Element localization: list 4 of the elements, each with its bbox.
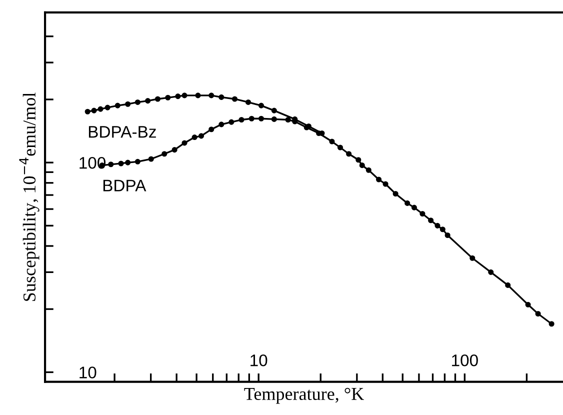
y-axis-title: Susceptibility, 10$^{−4}$emu/mol [19, 92, 40, 301]
series-label: BDPA [103, 180, 146, 192]
x-axis-title: Temperature, °K [244, 388, 364, 404]
series-label: BDPA-Bz [88, 126, 156, 138]
